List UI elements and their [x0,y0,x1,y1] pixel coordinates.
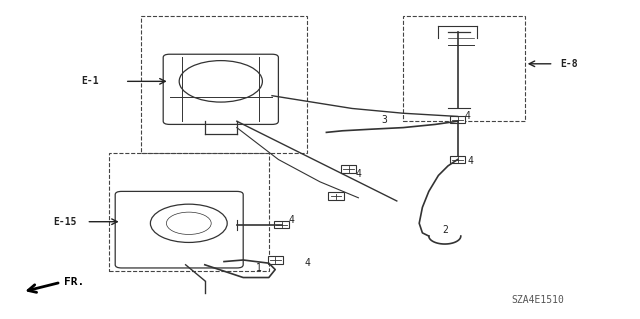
Text: 4: 4 [464,111,470,122]
Polygon shape [274,221,289,228]
Text: E-15: E-15 [53,217,77,227]
Polygon shape [341,165,356,173]
Text: 4: 4 [304,258,310,268]
Polygon shape [328,192,344,200]
Polygon shape [450,156,465,163]
Text: FR.: FR. [64,277,84,287]
Text: E-1: E-1 [81,76,99,86]
Text: 1: 1 [256,263,262,273]
Text: 4: 4 [288,215,294,225]
Text: E-8: E-8 [560,59,578,69]
Text: SZA4E1510: SZA4E1510 [511,295,564,305]
Text: 3: 3 [381,115,387,125]
Polygon shape [450,116,465,123]
Text: 4: 4 [355,169,362,179]
Polygon shape [268,256,283,264]
Text: 4: 4 [467,156,474,166]
Text: 2: 2 [442,225,448,235]
